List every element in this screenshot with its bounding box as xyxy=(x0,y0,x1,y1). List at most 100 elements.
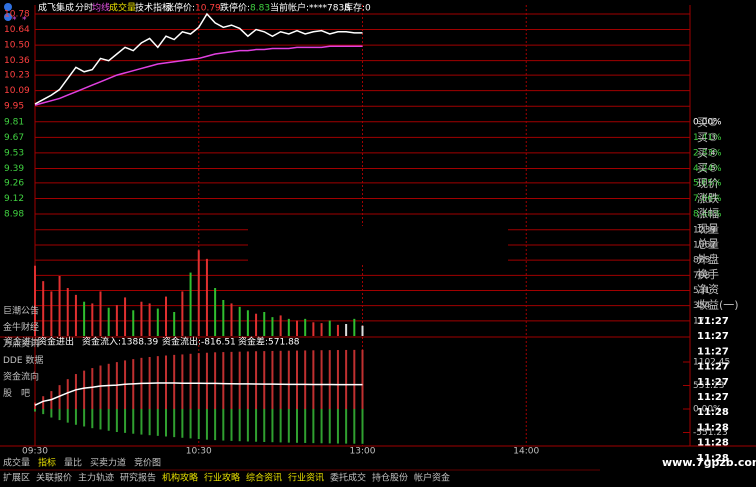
quote-label: 净资 xyxy=(697,282,719,296)
quote-label: 外盘 xyxy=(697,252,719,266)
nav-link[interactable]: 万点资讯 xyxy=(3,339,39,350)
outflow-bar xyxy=(328,408,331,444)
bottom-link[interactable]: 帐户资金 xyxy=(414,472,450,484)
fund-inflow: 资金流入:1388.39 xyxy=(82,336,159,348)
y-tick-label: 354 xyxy=(693,301,710,311)
volume-bar xyxy=(50,291,53,336)
account: 当前帐户:****7838 xyxy=(270,2,350,14)
fund-title: 资金进出 xyxy=(4,336,40,348)
bottom-link[interactable]: 持仓股份 xyxy=(372,472,408,484)
stock-name: 成飞集成 xyxy=(38,2,74,14)
pct-label: 8.48% xyxy=(693,210,722,220)
outflow-bar xyxy=(107,408,110,431)
y-tick-label: 10.50 xyxy=(4,41,30,51)
outflow-bar xyxy=(189,408,192,439)
fund-diff: 资金差:571.88 xyxy=(238,336,300,348)
trade-time: 11:27 xyxy=(697,362,729,373)
bottom-link[interactable]: 机构攻略 xyxy=(162,472,198,484)
y-tick-label: 885 xyxy=(693,256,710,266)
outflow-bar xyxy=(353,408,356,444)
volume-bar xyxy=(296,320,298,336)
outflow-bar xyxy=(115,408,118,433)
tab[interactable]: 技术指标 xyxy=(135,2,171,14)
inflow-bar xyxy=(91,368,94,409)
volume-bar xyxy=(246,310,249,336)
watermark: www.7gpzb.com xyxy=(662,456,756,469)
volume-bar xyxy=(263,312,266,336)
outflow-bar xyxy=(361,408,364,444)
bottom-link[interactable]: 综合资讯 xyxy=(246,472,282,484)
volume-bar xyxy=(287,318,290,336)
bottom-tab[interactable]: 竞价图 xyxy=(134,457,161,469)
bottom-link[interactable]: 行业资讯 xyxy=(288,472,324,484)
bottom-tab[interactable]: 指标 xyxy=(38,457,56,469)
y-tick-label: 9.81 xyxy=(4,117,24,127)
scroll-down-icon[interactable] xyxy=(4,13,12,21)
y-tick-label: 9.95 xyxy=(4,102,24,112)
inflow-bar xyxy=(99,365,102,409)
outflow-bar xyxy=(222,408,225,441)
volume-bar xyxy=(58,276,61,336)
quote-label: 现量 xyxy=(697,222,719,235)
outflow-bar xyxy=(205,408,208,440)
bottom-tab[interactable]: 买卖力道 xyxy=(90,457,126,469)
volume-bar xyxy=(304,318,307,336)
outflow-bar xyxy=(148,408,151,436)
inflow-bar xyxy=(287,350,290,409)
inflow-bar xyxy=(271,350,274,409)
bottom-link[interactable]: 扩展区 xyxy=(3,472,30,484)
volume-bar xyxy=(181,291,184,336)
volume-bar xyxy=(132,310,135,336)
outflow-bar xyxy=(336,408,339,444)
outflow-bar xyxy=(304,408,307,443)
tab[interactable]: 均线 xyxy=(92,2,110,14)
tab[interactable]: 分时 xyxy=(75,2,93,14)
fund-title: 资金进出 xyxy=(38,336,74,348)
quote-label: 总量 xyxy=(697,237,719,251)
bottom-tab[interactable]: 量比 xyxy=(64,457,82,469)
inflow-bar xyxy=(74,374,77,409)
nav-link[interactable]: 巨潮公告 xyxy=(3,305,39,317)
bottom-link[interactable]: 行业攻略 xyxy=(204,472,240,484)
y-tick-label: 10.23 xyxy=(4,71,30,81)
marker: * xyxy=(12,16,17,26)
volume-bar xyxy=(91,303,94,336)
bottom-link[interactable]: 研究报告 xyxy=(120,472,156,484)
inflow-bar xyxy=(336,350,339,409)
quote-label: 现价 xyxy=(697,177,719,190)
bottom-link[interactable]: 关联报价 xyxy=(36,472,72,484)
volume-bar xyxy=(255,313,258,336)
volume-bar xyxy=(238,306,241,336)
bottom-link[interactable]: 主力轨迹 xyxy=(78,472,114,484)
bottom-tab[interactable]: 成交量 xyxy=(3,457,30,469)
trade-time: 11:28 xyxy=(697,438,729,449)
tab[interactable]: 成交量 xyxy=(109,2,136,14)
scroll-up-icon[interactable] xyxy=(4,3,12,11)
marker: * xyxy=(22,16,27,26)
outflow-bar xyxy=(173,408,176,438)
volume-bar xyxy=(189,272,192,336)
net-line xyxy=(34,382,363,406)
y-tick-label: 10.09 xyxy=(4,86,30,96)
nav-link[interactable]: 股 吧 xyxy=(3,388,30,399)
outflow-bar xyxy=(99,408,102,430)
volume-bar xyxy=(197,250,200,336)
outflow-bar xyxy=(246,408,249,442)
inflow-bar xyxy=(255,351,258,409)
inflow-bar xyxy=(205,352,208,409)
volume-bar xyxy=(107,307,110,336)
volume-bar xyxy=(222,300,225,336)
quote-label: 换手 xyxy=(697,267,719,281)
volume-bar xyxy=(83,301,86,336)
outflow-bar xyxy=(74,408,77,425)
volume-bar xyxy=(34,265,36,336)
outflow-bar xyxy=(197,408,200,440)
nav-link[interactable]: 资金流向 xyxy=(3,371,39,383)
quote-label: 买③ xyxy=(697,131,718,144)
y-tick-label: 8.98 xyxy=(4,210,24,220)
bottom-link[interactable]: 委托成交 xyxy=(330,472,366,484)
nav-link[interactable]: DDE 数据 xyxy=(3,354,43,366)
nav-link[interactable]: 金牛财经 xyxy=(3,321,39,333)
volume-bar xyxy=(205,258,208,336)
volume-bar xyxy=(353,318,356,336)
